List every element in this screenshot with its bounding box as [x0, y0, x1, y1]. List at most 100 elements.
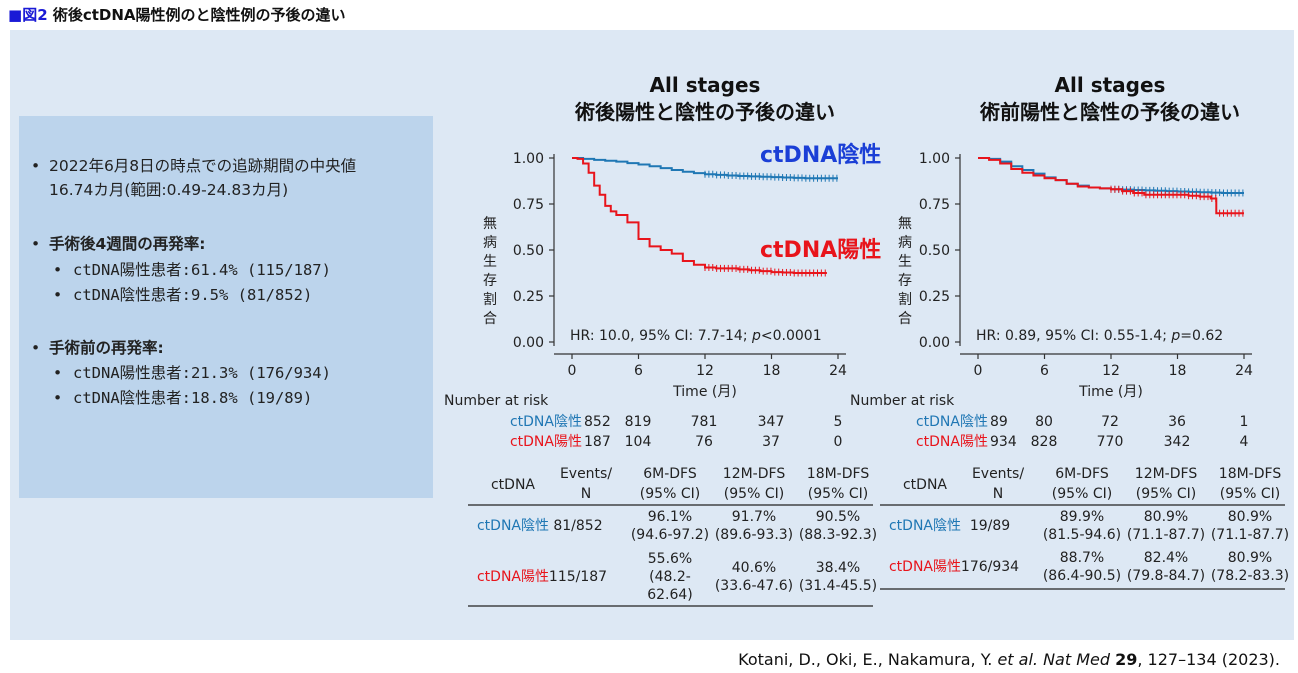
chart2-table-header: N [993, 486, 1003, 502]
chart1-x-tick-label: 6 [634, 363, 643, 379]
chart2-risk-value: 89 [990, 414, 1008, 430]
chart2-risk-value: 80 [1035, 414, 1053, 430]
chart1-x-tick-label: 12 [696, 363, 714, 379]
chart1-table-cell: (31.4-45.5) [799, 578, 877, 594]
chart1-risk-value: 819 [625, 414, 652, 430]
chart2-table-cell: 89.9% [1060, 509, 1104, 525]
chart1-table-header: N [581, 486, 591, 502]
chart1-y-tick-label: 0.00 [513, 335, 544, 351]
chart1-table-header: ctDNA [491, 477, 535, 493]
chart1-y-axis-label: 病 [483, 235, 497, 251]
chart1-y-tick-label: 0.50 [513, 243, 544, 259]
chart2-table-header: 18M-DFS [1219, 466, 1282, 482]
chart1-x-tick-label: 18 [763, 363, 781, 379]
chart1-risk-value: 187 [584, 434, 611, 450]
chart1-table-header: 12M-DFS [723, 466, 786, 482]
chart1-title: All stages 術後陽性と陰性の予後の違い [530, 72, 880, 126]
chart2-hr-annotation: HR: 0.89, 95% CI: 0.55-1.4; p=0.62 [976, 328, 1223, 344]
chart1-risk-value: 76 [695, 434, 713, 450]
chart2-risk-value: 828 [1031, 434, 1058, 450]
chart1-label-positive: ctDNA陽性 [760, 238, 881, 263]
chart2-table-cell: (79.8-84.7) [1127, 568, 1205, 584]
chart2-y-tick-label: 0.50 [919, 243, 950, 259]
chart2-x-tick-label: 6 [1040, 363, 1049, 379]
chart2-x-axis-label: Time (月) [1078, 384, 1143, 400]
chart2-x-tick-label: 24 [1235, 363, 1253, 379]
chart2-table-cell: (86.4-90.5) [1043, 568, 1121, 584]
chart1-table-header: (95% CI) [724, 486, 784, 502]
chart2-y-axis-label: 無 [898, 216, 912, 232]
chart2-x-tick-label: 0 [974, 363, 983, 379]
chart1-label-negative: ctDNA陰性 [760, 142, 881, 168]
chart1-table-cell: (88.3-92.3) [799, 527, 877, 543]
chart1-table-header: (95% CI) [640, 486, 700, 502]
figure-number: 図2 [22, 6, 48, 24]
info-postop-positive: • ctDNA陽性患者:61.4% (115/187) [53, 261, 331, 279]
chart1-risk-header: Number at risk [444, 393, 549, 409]
info-bullet-followup: • 2022年6月8日の時点での追跡期間の中央値 [31, 157, 357, 175]
chart1-risk-value: 347 [758, 414, 785, 430]
chart2-x-tick-label: 12 [1102, 363, 1120, 379]
chart1-risk-value: 37 [762, 434, 780, 450]
chart2-risk-value: 36 [1168, 414, 1186, 430]
chart1-risk-value: 5 [834, 414, 843, 430]
chart2-y-axis-label: 割 [898, 291, 912, 308]
chart2-table-header: ctDNA [903, 477, 947, 493]
chart2-table-cell: (71.1-87.7) [1211, 527, 1289, 543]
chart2-table-cell: 80.9% [1228, 509, 1272, 525]
chart1-table-cell: 40.6% [732, 560, 776, 576]
chart2-table-header: (95% CI) [1136, 486, 1196, 502]
chart1-table-header: 6M-DFS [643, 466, 697, 482]
info-postop-negative: • ctDNA陰性患者:9.5% (81/852) [53, 286, 313, 304]
chart2-table-cell: 80.9% [1144, 509, 1188, 525]
chart2-risk-header: Number at risk [850, 393, 955, 409]
chart2-risk-label: ctDNA陰性 [916, 414, 988, 430]
chart2-y-tick-label: 1.00 [919, 151, 950, 167]
chart2-title-line1: All stages [1054, 73, 1166, 97]
chart2-table-cell: 80.9% [1228, 550, 1272, 566]
chart1-risk-label: ctDNA陽性 [510, 434, 582, 450]
chart2-table-row-label: ctDNA陰性 [889, 518, 961, 534]
chart1-table-header: (95% CI) [808, 486, 868, 502]
chart2-table-header: (95% CI) [1220, 486, 1280, 502]
info-heading-preop: • 手術前の再発率: [31, 339, 164, 357]
chart1-table-cell: 90.5% [816, 509, 860, 525]
chart2-series-positive-line [978, 157, 1244, 215]
chart2-table-cell: (78.2-83.3) [1211, 568, 1289, 584]
chart1-risk-value: 852 [584, 414, 611, 430]
chart2-x-tick-label: 18 [1169, 363, 1187, 379]
chart1-table-cell: 91.7% [732, 509, 776, 525]
chart2-title-line2: 術前陽性と陰性の予後の違い [980, 100, 1240, 124]
chart1-title-line1: All stages [649, 73, 761, 97]
chart1-hr-annotation: HR: 10.0, 95% CI: 7.7-14; p<0.0001 [570, 328, 822, 344]
chart2-table-cell: 82.4% [1144, 550, 1188, 566]
chart2-risk-value: 4 [1240, 434, 1249, 450]
chart2-table-header: 12M-DFS [1135, 466, 1198, 482]
chart1-risk-value: 781 [691, 414, 718, 430]
info-preop-negative: • ctDNA陰性患者:18.8% (19/89) [53, 389, 313, 407]
info-preop-positive: • ctDNA陽性患者:21.3% (176/934) [53, 364, 331, 382]
chart1-table-cell: 96.1% [648, 509, 692, 525]
chart1-y-tick-label: 1.00 [513, 151, 544, 167]
chart1-series-positive-line [572, 157, 827, 274]
chart2-table-header: 6M-DFS [1055, 466, 1109, 482]
chart1-table-cell: 62.64) [647, 587, 693, 603]
citation: Kotani, D., Oki, E., Nakamura, Y. et al.… [738, 650, 1280, 669]
chart2-y-tick-label: 0.25 [919, 289, 950, 305]
chart1-table-header: Events/ [560, 466, 612, 482]
chart2-risk-value: 934 [990, 434, 1017, 450]
chart1-table-cell: 38.4% [816, 560, 860, 576]
chart2-table-cell: 176/934 [961, 559, 1019, 575]
chart1-table-cell: (33.6-47.6) [715, 578, 793, 594]
chart1-table-cell: (89.6-93.3) [715, 527, 793, 543]
chart1-x-tick-label: 24 [829, 363, 847, 379]
chart1-y-tick-label: 0.75 [513, 197, 544, 213]
chart1-y-axis-label: 生 [483, 254, 497, 270]
chart2-risk-value: 72 [1101, 414, 1119, 430]
chart2-title: All stages 術前陽性と陰性の予後の違い [935, 72, 1285, 126]
chart2-table-cell: 19/89 [970, 518, 1010, 534]
chart1-table-cell: (48.2- [649, 569, 691, 585]
chart1-risk-label: ctDNA陰性 [510, 414, 582, 430]
chart2-table-cell: (71.1-87.7) [1127, 527, 1205, 543]
